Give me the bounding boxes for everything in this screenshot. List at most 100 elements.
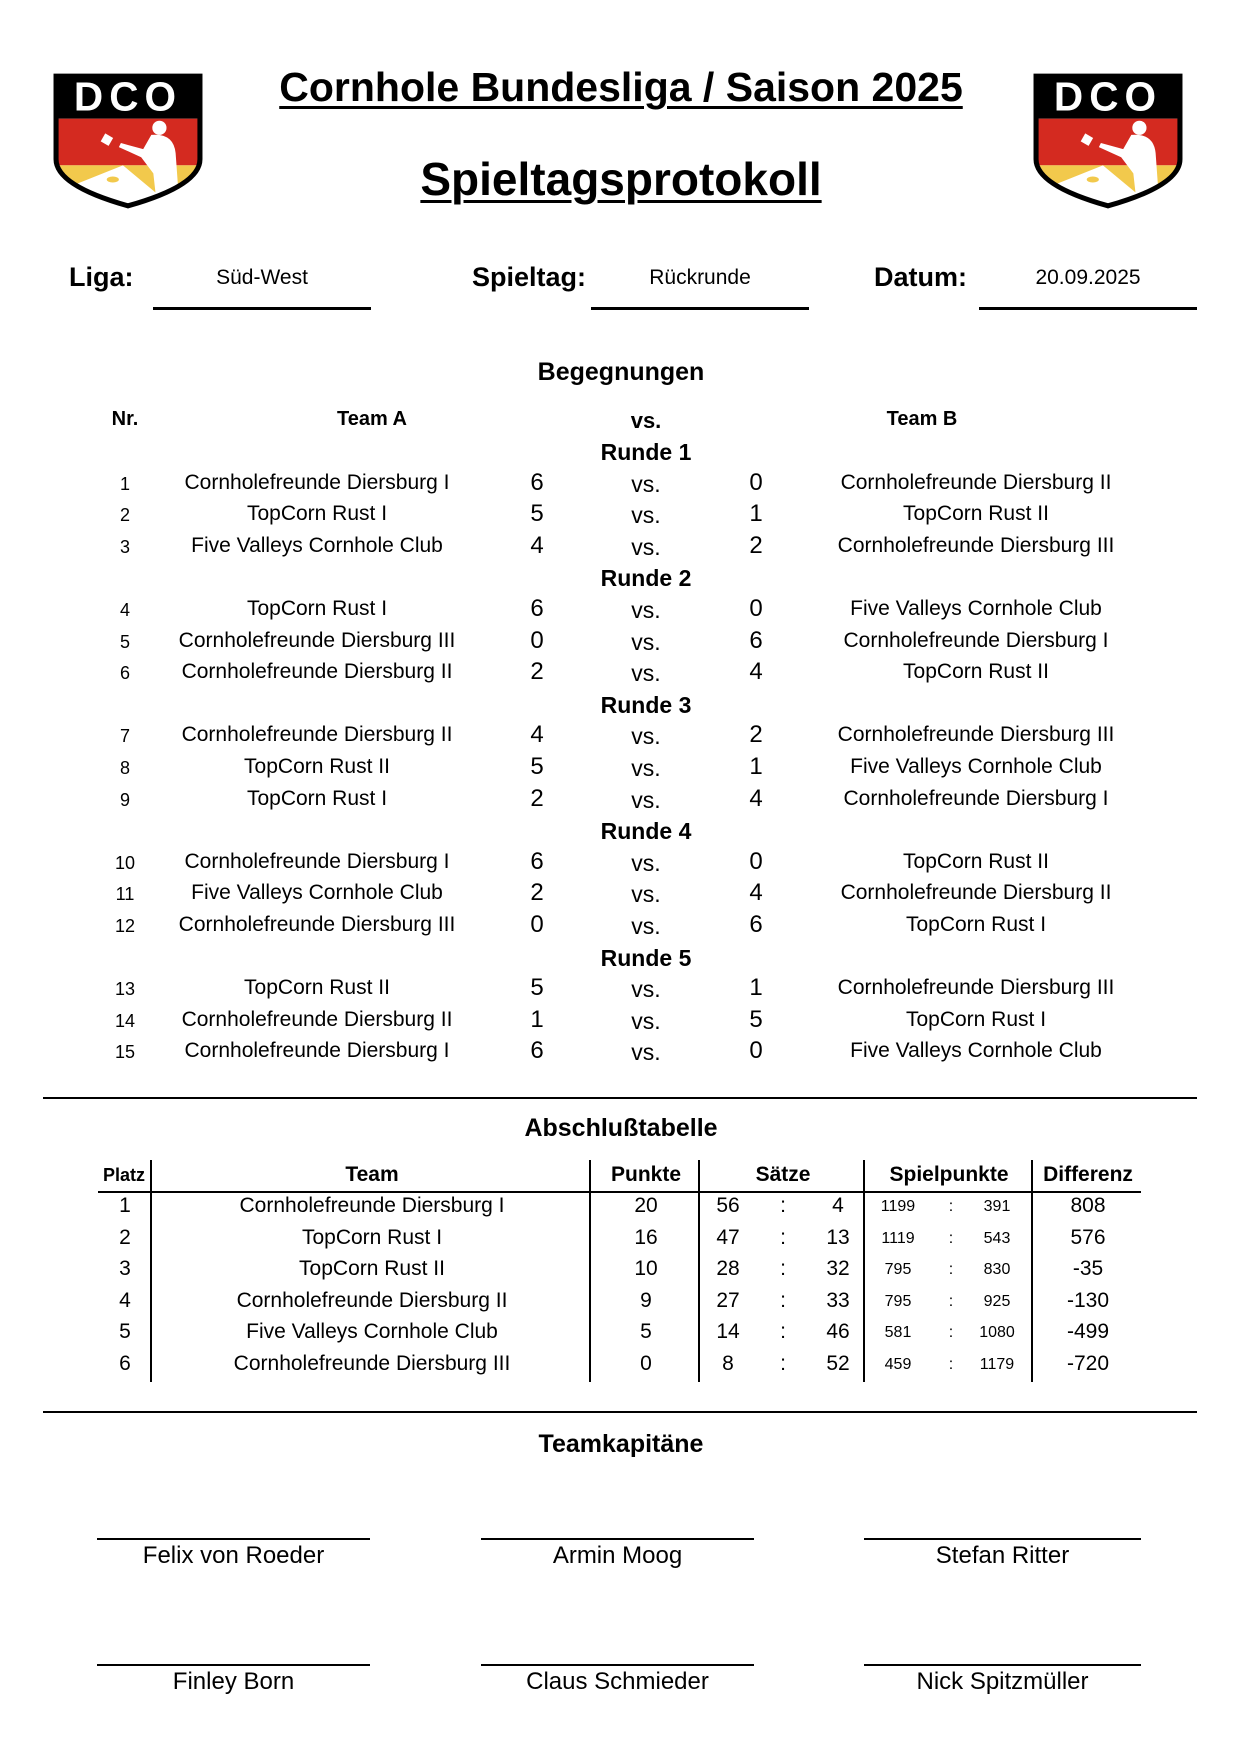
team-b: TopCorn Rust II	[903, 849, 1049, 873]
differenz: 576	[1070, 1225, 1106, 1249]
match-nr: 9	[119, 789, 131, 810]
team: TopCorn Rust II	[299, 1257, 445, 1281]
team-a: Five Valleys Cornhole Club	[191, 881, 443, 905]
saetze-lost: 13	[826, 1225, 850, 1249]
table-vline	[1031, 1160, 1033, 1382]
match-row: 4 TopCorn Rust I 6 vs. 0 Five Valleys Co…	[0, 595, 1240, 629]
differenz: -35	[1072, 1257, 1104, 1281]
score-b: 1	[749, 753, 763, 780]
saetze-won: 14	[716, 1320, 740, 1344]
saetze-lost: 46	[826, 1320, 850, 1344]
score-b: 4	[749, 658, 763, 686]
team-a: TopCorn Rust II	[244, 755, 390, 778]
col-team-b: Team B	[886, 408, 958, 430]
separator: :	[948, 1198, 954, 1215]
vs-label: vs.	[631, 597, 661, 623]
saetze-lost: 32	[826, 1257, 850, 1281]
saetze-lost: 33	[826, 1288, 850, 1312]
match-nr: 14	[114, 1010, 136, 1031]
punkte: 20	[634, 1194, 658, 1217]
saetze-won: 8	[722, 1352, 734, 1375]
spielpunkte-won: 795	[884, 1292, 912, 1310]
team-a: TopCorn Rust I	[246, 502, 388, 526]
spielpunkte-won: 459	[884, 1356, 912, 1373]
team: Cornholefreunde Diersburg I	[239, 1194, 505, 1217]
captain-name: Finley Born	[172, 1668, 295, 1695]
round-heading: Runde 5	[0, 945, 1240, 977]
score-b: 0	[749, 468, 763, 496]
score-b: 6	[749, 626, 763, 654]
differenz: -130	[1066, 1288, 1110, 1312]
team-a: TopCorn Rust I	[246, 786, 388, 810]
standings-row: 2 TopCorn Rust I 16 47 : 13 1119 : 543 5…	[0, 1226, 1240, 1258]
col-saetze: Sätze	[755, 1163, 811, 1186]
separator: :	[948, 1229, 954, 1247]
punkte: 0	[640, 1352, 652, 1375]
team-a: Cornholefreunde Diersburg II	[181, 1007, 453, 1031]
match-row: 15 Cornholefreunde Diersburg I 6 vs. 0 F…	[0, 1037, 1240, 1071]
match-nr: 6	[119, 663, 131, 684]
spielpunkte-lost: 1179	[979, 1356, 1015, 1373]
signature-line	[864, 1538, 1141, 1540]
divider	[43, 1411, 1197, 1413]
team-b: Cornholefreunde Diersburg I	[843, 628, 1109, 652]
platz: 2	[119, 1225, 131, 1249]
match-nr: 5	[119, 631, 131, 652]
vs-label: vs.	[631, 1007, 661, 1034]
separator: :	[780, 1288, 786, 1312]
score-a: 0	[530, 911, 544, 938]
standings-header: Platz Team Punkte Sätze Spielpunkte Diff…	[0, 1163, 1240, 1195]
round-label: Runde 5	[600, 944, 692, 971]
separator: :	[780, 1194, 786, 1217]
separator: :	[780, 1257, 786, 1281]
vs-label: vs.	[631, 1039, 661, 1066]
team-a: TopCorn Rust II	[244, 976, 390, 1000]
spielpunkte-lost: 830	[983, 1261, 1011, 1279]
score-a: 4	[530, 531, 544, 559]
punkte: 9	[640, 1288, 652, 1312]
signature-line	[481, 1538, 754, 1540]
team-a: Cornholefreunde Diersburg I	[184, 1039, 450, 1063]
separator: :	[948, 1356, 954, 1373]
saetze-lost: 4	[832, 1194, 844, 1217]
spieltag-value: Rückrunde	[649, 266, 751, 289]
team-a: Five Valleys Cornhole Club	[191, 533, 443, 557]
round-label: Runde 4	[600, 818, 692, 845]
match-row: 8 TopCorn Rust II 5 vs. 1 Five Valleys C…	[0, 753, 1240, 787]
score-a: 1	[530, 1005, 544, 1033]
standings-row: 4 Cornholefreunde Diersburg II 9 27 : 33…	[0, 1289, 1240, 1321]
team-a: Cornholefreunde Diersburg I	[184, 470, 450, 494]
datum-value: 20.09.2025	[1035, 266, 1141, 289]
platz: 3	[119, 1257, 131, 1281]
punkte: 16	[634, 1225, 658, 1249]
separator: :	[780, 1320, 786, 1344]
team: Cornholefreunde Diersburg II	[236, 1288, 508, 1312]
spielpunkte-lost: 543	[983, 1229, 1011, 1247]
match-nr: 7	[119, 726, 131, 747]
saetze-won: 47	[716, 1225, 740, 1249]
matches-title: Begegnungen	[537, 358, 705, 386]
standings-row: 6 Cornholefreunde Diersburg III 0 8 : 52…	[0, 1352, 1240, 1384]
col-differenz: Differenz	[1043, 1163, 1133, 1186]
score-b: 6	[749, 911, 763, 938]
vs-label: vs.	[631, 849, 661, 876]
round-label: Runde 2	[600, 565, 692, 592]
team-b: Cornholefreunde Diersburg III	[837, 533, 1115, 557]
dco-logo-left: DCO	[52, 72, 204, 215]
signature-line	[97, 1538, 370, 1540]
vs-label: vs.	[631, 502, 661, 529]
captain-name: Felix von Roeder	[142, 1542, 325, 1569]
spieltag-underline	[591, 307, 809, 310]
table-vline	[150, 1160, 152, 1382]
match-row: 9 TopCorn Rust I 2 vs. 4 Cornholefreunde…	[0, 785, 1240, 819]
match-nr: 4	[119, 600, 131, 620]
col-vs: vs.	[630, 408, 662, 433]
score-b: 0	[749, 1037, 763, 1065]
spielpunkte-lost: 1080	[979, 1324, 1015, 1342]
score-a: 6	[530, 595, 544, 622]
round-heading: Runde 1	[0, 439, 1240, 471]
score-b: 1	[749, 974, 763, 1002]
team: Five Valleys Cornhole Club	[246, 1320, 498, 1344]
table-vline	[589, 1160, 591, 1382]
captain-name: Claus Schmieder	[526, 1668, 709, 1695]
